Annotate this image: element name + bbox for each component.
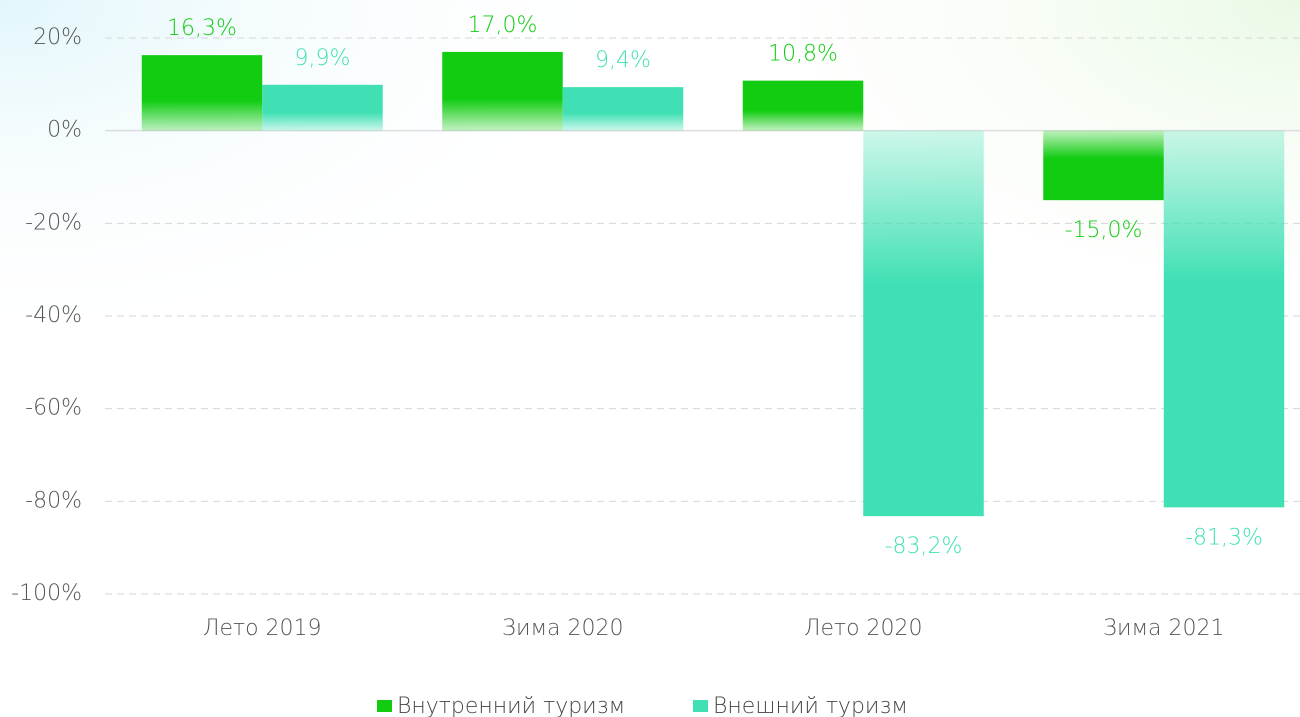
y-tick-label: -20% xyxy=(25,210,82,235)
y-tick-label: -100% xyxy=(11,581,82,606)
bar xyxy=(1163,130,1285,508)
y-tick-label: 0% xyxy=(47,118,82,143)
bar xyxy=(442,51,563,131)
x-tick-label: Лето 2020 xyxy=(804,616,923,641)
data-label: -81,3% xyxy=(1185,525,1263,550)
x-tick-label: Зима 2020 xyxy=(502,616,624,641)
y-tick-label: -60% xyxy=(25,396,82,421)
data-label: 10,8% xyxy=(768,42,838,67)
legend-swatch xyxy=(693,700,708,712)
x-tick-label: Лето 2019 xyxy=(203,616,322,641)
bar xyxy=(1043,130,1164,201)
data-label: -83,2% xyxy=(885,534,963,559)
data-label: 9,9% xyxy=(295,46,351,71)
y-tick-label: -40% xyxy=(25,303,82,328)
bar xyxy=(562,87,684,131)
y-tick-label: -80% xyxy=(25,488,82,513)
y-tick-label: 20% xyxy=(33,25,82,50)
data-label: 16,3% xyxy=(167,16,237,41)
data-label: 17,0% xyxy=(468,13,538,38)
data-label: 9,4% xyxy=(595,48,651,73)
legend-label: Внешний туризм xyxy=(713,694,908,717)
bar xyxy=(863,130,984,517)
bar xyxy=(262,84,383,131)
x-tick-label: Зима 2021 xyxy=(1103,616,1225,641)
data-label: -15,0% xyxy=(1065,218,1143,243)
bar xyxy=(742,80,864,131)
legend-label: Внутренний туризм xyxy=(397,694,625,717)
legend-swatch xyxy=(377,700,392,712)
bar xyxy=(141,55,263,131)
